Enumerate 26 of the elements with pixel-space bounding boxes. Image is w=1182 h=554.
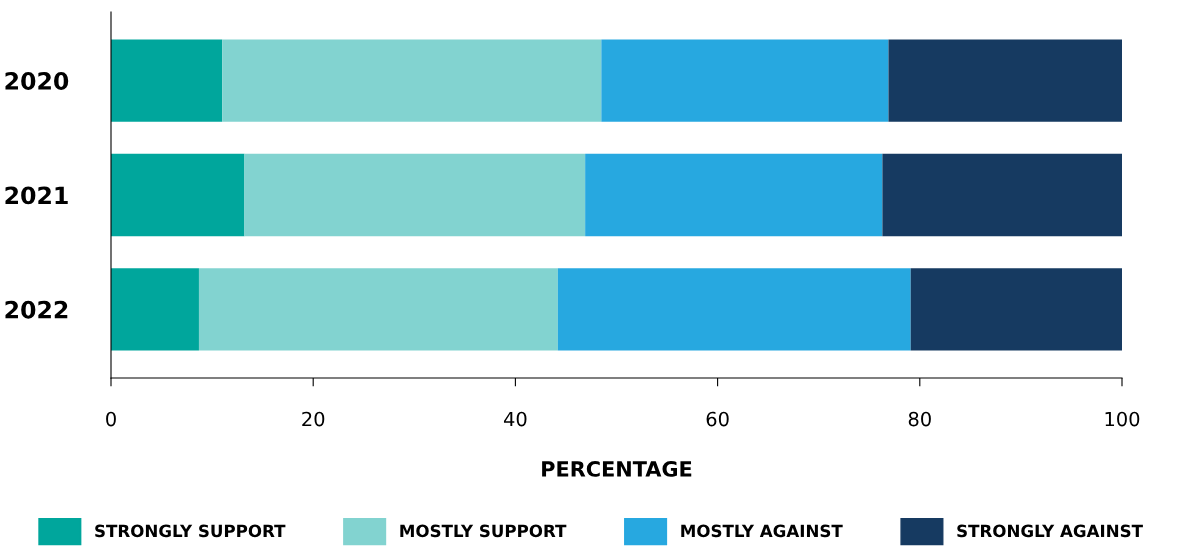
y-tick-label: 2020	[5, 72, 69, 90]
legend-label: STRONGLY SUPPORT	[95, 524, 286, 538]
bar	[585, 153, 883, 237]
legend-label: STRONGLY AGAINST	[957, 524, 1143, 538]
x-tick-label: 0	[106, 411, 116, 427]
bar	[888, 39, 1122, 122]
bar	[111, 39, 223, 122]
x-tick-label: 60	[706, 411, 729, 427]
y-tick-label: 2021	[5, 186, 68, 205]
bar	[601, 39, 889, 122]
legend-label: MOSTLY SUPPORT	[400, 524, 567, 538]
x-axis-title: PERCENTAGE	[542, 461, 692, 477]
bar	[111, 268, 199, 351]
x-tick-label: 100	[1105, 411, 1140, 427]
bar	[198, 268, 558, 351]
x-tick-label: 20	[302, 411, 325, 427]
y-tick-label: 2022	[5, 300, 68, 319]
bar	[244, 153, 586, 237]
bar	[882, 153, 1122, 237]
legend-label: MOSTLY AGAINST	[681, 524, 843, 538]
x-tick-label: 80	[908, 411, 931, 427]
bar	[222, 39, 602, 122]
bar	[557, 268, 911, 351]
bar	[910, 268, 1122, 351]
x-tick-label: 40	[503, 411, 527, 427]
bar	[111, 153, 245, 237]
